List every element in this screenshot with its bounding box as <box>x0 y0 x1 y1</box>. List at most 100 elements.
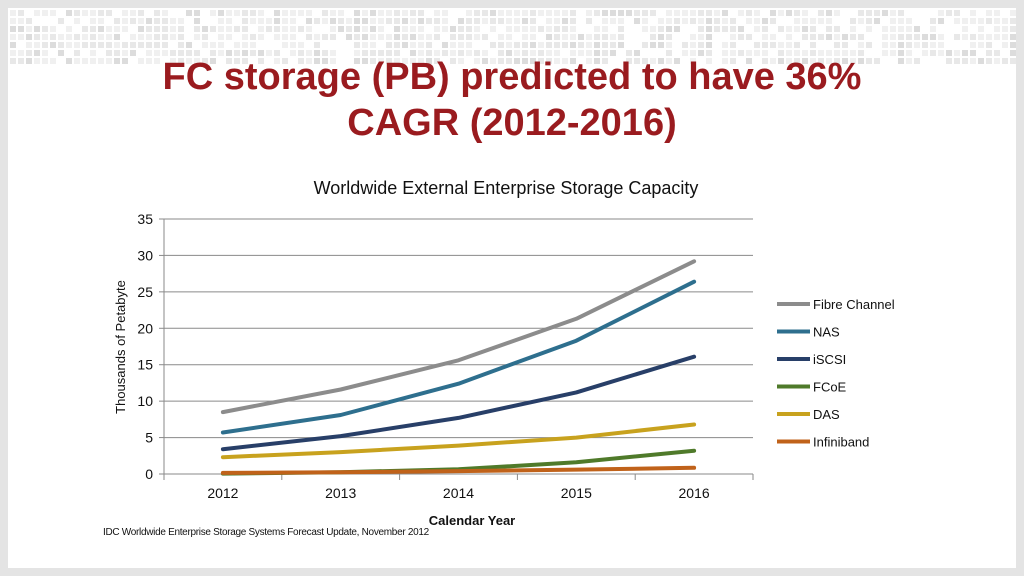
pixel-tile <box>130 18 136 24</box>
pixel-tile <box>386 42 392 48</box>
pixel-tile <box>778 42 784 48</box>
pixel-tile <box>626 10 632 16</box>
pixel-tile <box>122 42 128 48</box>
pixel-tile <box>730 34 736 40</box>
pixel-tile <box>562 42 568 48</box>
pixel-tile <box>442 18 448 24</box>
pixel-tile <box>426 18 432 24</box>
pixel-tile <box>562 34 568 40</box>
pixel-tile <box>1010 26 1016 32</box>
pixel-tile <box>162 42 168 48</box>
pixel-tile <box>570 18 576 24</box>
pixel-tile <box>178 50 184 56</box>
pixel-tile <box>562 26 568 32</box>
pixel-tile <box>218 34 224 40</box>
y-tick-label: 10 <box>137 393 153 409</box>
pixel-tile <box>10 34 16 40</box>
pixel-tile <box>570 10 576 16</box>
pixel-tile <box>138 58 144 64</box>
pixel-tile <box>642 26 648 32</box>
pixel-tile <box>354 50 360 56</box>
pixel-tile <box>354 58 360 64</box>
pixel-tile <box>458 34 464 40</box>
pixel-tile <box>682 50 688 56</box>
pixel-tile <box>538 26 544 32</box>
pixel-tile <box>498 18 504 24</box>
pixel-tile <box>610 18 616 24</box>
pixel-tile <box>482 18 488 24</box>
pixel-tile <box>146 18 152 24</box>
pixel-tile <box>690 18 696 24</box>
pixel-tile <box>914 58 920 64</box>
pixel-tile <box>58 42 64 48</box>
legend-label-nas: NAS <box>813 325 840 340</box>
pixel-tile <box>626 58 632 64</box>
pixel-tile <box>938 10 944 16</box>
pixel-tile <box>82 10 88 16</box>
pixel-tile <box>666 42 672 48</box>
pixel-tile <box>418 50 424 56</box>
pixel-tile <box>514 18 520 24</box>
pixel-tile <box>34 58 40 64</box>
pixel-tile <box>242 58 248 64</box>
pixel-tile <box>258 18 264 24</box>
pixel-tile <box>114 26 120 32</box>
pixel-tile <box>346 26 352 32</box>
pixel-tile <box>194 10 200 16</box>
pixel-tile <box>722 26 728 32</box>
pixel-tile <box>538 42 544 48</box>
pixel-tile <box>26 50 32 56</box>
pixel-tile <box>154 42 160 48</box>
pixel-tile <box>650 58 656 64</box>
pixel-tile <box>554 10 560 16</box>
pixel-tile <box>922 50 928 56</box>
pixel-tile <box>386 10 392 16</box>
pixel-tile <box>602 42 608 48</box>
pixel-tile <box>890 42 896 48</box>
pixel-tile <box>962 18 968 24</box>
pixel-tile <box>546 42 552 48</box>
pixel-tile <box>906 58 912 64</box>
pixel-tile <box>466 18 472 24</box>
pixel-tile <box>290 42 296 48</box>
pixel-tile <box>954 58 960 64</box>
pixel-tile <box>314 58 320 64</box>
pixel-tile <box>306 50 312 56</box>
pixel-tile <box>586 58 592 64</box>
pixel-tile <box>122 50 128 56</box>
pixel-tile <box>538 50 544 56</box>
pixel-tile <box>906 18 912 24</box>
pixel-tile <box>298 42 304 48</box>
pixel-tile <box>410 18 416 24</box>
pixel-tile <box>602 58 608 64</box>
pixel-tile <box>162 26 168 32</box>
pixel-tile <box>82 42 88 48</box>
pixel-tile <box>10 50 16 56</box>
pixel-tile <box>458 18 464 24</box>
pixel-tile <box>850 18 856 24</box>
pixel-tile <box>754 18 760 24</box>
pixel-tile <box>458 50 464 56</box>
pixel-tile <box>946 50 952 56</box>
pixel-tile <box>762 34 768 40</box>
pixel-tile <box>610 10 616 16</box>
pixel-tile <box>226 34 232 40</box>
pixel-tile <box>1002 34 1008 40</box>
pixel-tile <box>858 42 864 48</box>
pixel-tile <box>866 26 872 32</box>
pixel-tile <box>794 58 800 64</box>
pixel-tile <box>914 34 920 40</box>
pixel-tile <box>410 26 416 32</box>
pixel-tile <box>202 58 208 64</box>
pixel-tile <box>426 42 432 48</box>
pixel-tile <box>794 26 800 32</box>
pixel-tile <box>642 42 648 48</box>
pixel-tile <box>162 50 168 56</box>
pixel-tile <box>442 42 448 48</box>
pixel-tile <box>194 26 200 32</box>
pixel-tile <box>498 10 504 16</box>
pixel-tile <box>642 58 648 64</box>
pixel-tile <box>434 10 440 16</box>
pixel-tile <box>106 10 112 16</box>
